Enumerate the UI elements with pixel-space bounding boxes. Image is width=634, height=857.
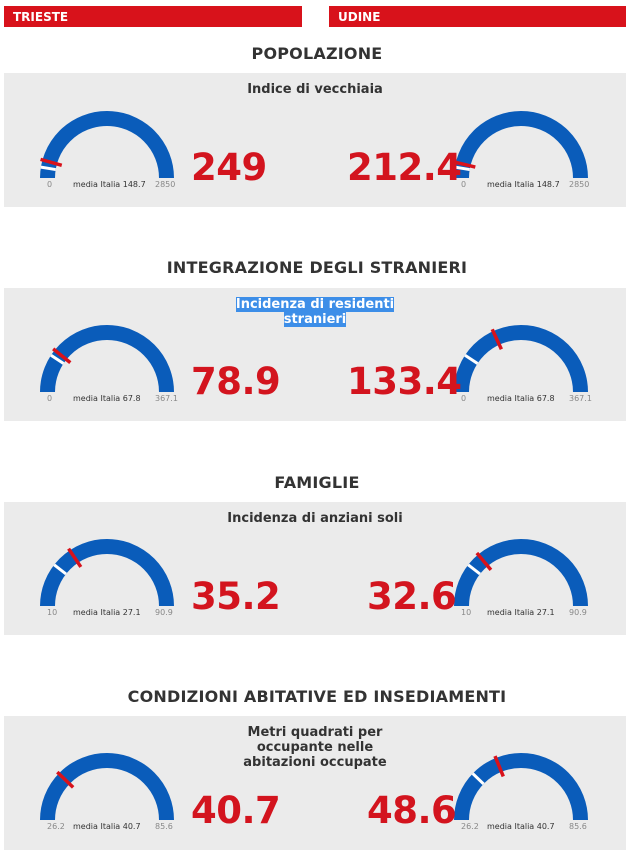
gauge-trieste: 10 media Italia 27.1 90.9 bbox=[36, 532, 186, 622]
gauge-max-label: 85.6 bbox=[155, 822, 173, 831]
gauge-svg bbox=[453, 111, 588, 179]
value-trieste: 40.7 bbox=[191, 789, 281, 832]
gauge-udine: 26.2 media Italia 40.7 85.6 bbox=[450, 746, 600, 836]
gauge-arc bbox=[454, 111, 588, 179]
gauge-average-label: media Italia 148.7 bbox=[73, 180, 146, 189]
section-title-famiglie: FAMIGLIE bbox=[274, 473, 360, 492]
panel-condizioni-abitative: Metri quadrati per occupante nelle abitazi… bbox=[4, 716, 626, 850]
gauge-average-marker bbox=[53, 563, 67, 576]
gauge-needle bbox=[475, 551, 493, 571]
gauge-needle bbox=[490, 328, 503, 351]
gauge-udine: 0 media Italia 148.7 2850 bbox=[450, 104, 600, 194]
indicator-title: Incidenza di residenti stranieri bbox=[235, 297, 395, 327]
tab-udine[interactable]: UDINE bbox=[329, 6, 626, 27]
indicator-title: Incidenza di anziani soli bbox=[227, 511, 403, 526]
gauge-average-marker bbox=[467, 563, 481, 576]
gauge-arc bbox=[40, 753, 174, 821]
gauge-average-label: media Italia 40.7 bbox=[487, 822, 555, 831]
gauge-trieste: 0 media Italia 67.8 367.1 bbox=[36, 318, 186, 408]
gauge-udine: 0 media Italia 67.8 367.1 bbox=[450, 318, 600, 408]
gauge-max-label: 90.9 bbox=[155, 608, 173, 617]
gauge-needle bbox=[67, 547, 83, 568]
indicator-title: Indice di vecchiaia bbox=[247, 82, 383, 97]
gauge-max-label: 2850 bbox=[155, 180, 176, 189]
gauge-min-label: 0 bbox=[461, 180, 467, 189]
gauge-average-label: media Italia 67.8 bbox=[73, 394, 141, 403]
tab-trieste[interactable]: TRIESTE bbox=[4, 6, 302, 27]
panel-popolazione: Indice di vecchiaia bbox=[4, 73, 626, 207]
indicator-title: Metri quadrati per occupante nelle abitazi… bbox=[243, 725, 387, 770]
gauge-arc bbox=[454, 325, 588, 393]
panel-famiglie: Incidenza di anziani soli bbox=[4, 502, 626, 635]
gauge-average-marker bbox=[40, 165, 56, 172]
gauge-average-label: media Italia 27.1 bbox=[487, 608, 555, 617]
gauge-min-label: 26.2 bbox=[47, 822, 65, 831]
gauge-svg bbox=[40, 753, 174, 821]
gauge-arc bbox=[454, 753, 588, 821]
gauge-max-label: 2850 bbox=[569, 180, 590, 189]
panel-integrazione: Incidenza di residenti stranieri bbox=[4, 288, 626, 421]
gauge-average-marker bbox=[464, 353, 479, 365]
value-udine: 32.6 bbox=[367, 575, 457, 618]
gauge-min-label: 26.2 bbox=[461, 822, 479, 831]
gauge-svg bbox=[454, 325, 588, 393]
gauge-arc bbox=[40, 111, 174, 179]
gauge-svg bbox=[40, 539, 174, 607]
gauge-average-label: media Italia 27.1 bbox=[73, 608, 141, 617]
gauge-svg bbox=[40, 325, 174, 393]
gauge-average-marker bbox=[50, 353, 65, 365]
gauge-svg bbox=[454, 753, 588, 821]
gauge-average-marker bbox=[454, 165, 470, 172]
value-udine: 133.4 bbox=[347, 360, 462, 403]
gauge-max-label: 85.6 bbox=[569, 822, 587, 831]
section-title-popolazione: POPOLAZIONE bbox=[251, 44, 383, 63]
gauge-max-label: 90.9 bbox=[569, 608, 587, 617]
gauge-needle bbox=[40, 157, 63, 167]
gauge-arc bbox=[454, 539, 588, 607]
gauge-arc bbox=[40, 325, 174, 393]
gauge-min-label: 0 bbox=[47, 180, 53, 189]
gauge-udine: 10 media Italia 27.1 90.9 bbox=[450, 532, 600, 622]
gauge-needle bbox=[453, 160, 476, 169]
gauge-svg bbox=[40, 111, 174, 179]
gauge-needle bbox=[52, 347, 72, 364]
value-trieste: 249 bbox=[191, 146, 267, 189]
value-trieste: 35.2 bbox=[191, 575, 281, 618]
value-trieste: 78.9 bbox=[191, 360, 281, 403]
gauge-min-label: 10 bbox=[461, 608, 472, 617]
gauge-trieste: 0 media Italia 148.7 2850 bbox=[36, 104, 186, 194]
gauge-max-label: 367.1 bbox=[155, 394, 178, 403]
gauge-average-label: media Italia 40.7 bbox=[73, 822, 141, 831]
section-title-integrazione: INTEGRAZIONE DEGLI STRANIERI bbox=[166, 258, 468, 277]
gauge-min-label: 10 bbox=[47, 608, 58, 617]
gauge-svg bbox=[454, 539, 588, 607]
gauge-max-label: 367.1 bbox=[569, 394, 592, 403]
gauge-min-label: 0 bbox=[47, 394, 53, 403]
gauge-trieste: 26.2 media Italia 40.7 85.6 bbox=[36, 746, 186, 836]
gauge-needle bbox=[56, 770, 75, 789]
gauge-min-label: 0 bbox=[461, 394, 467, 403]
gauge-average-marker bbox=[471, 772, 485, 786]
section-title-condizioni-abitative: CONDIZIONI ABITATIVE ED INSEDIAMENTI bbox=[127, 687, 507, 706]
value-udine: 212.4 bbox=[347, 146, 462, 189]
gauge-average-label: media Italia 67.8 bbox=[487, 394, 555, 403]
gauge-average-label: media Italia 148.7 bbox=[487, 180, 560, 189]
gauge-arc bbox=[40, 539, 174, 607]
value-udine: 48.6 bbox=[367, 789, 457, 832]
gauge-needle bbox=[493, 755, 505, 778]
